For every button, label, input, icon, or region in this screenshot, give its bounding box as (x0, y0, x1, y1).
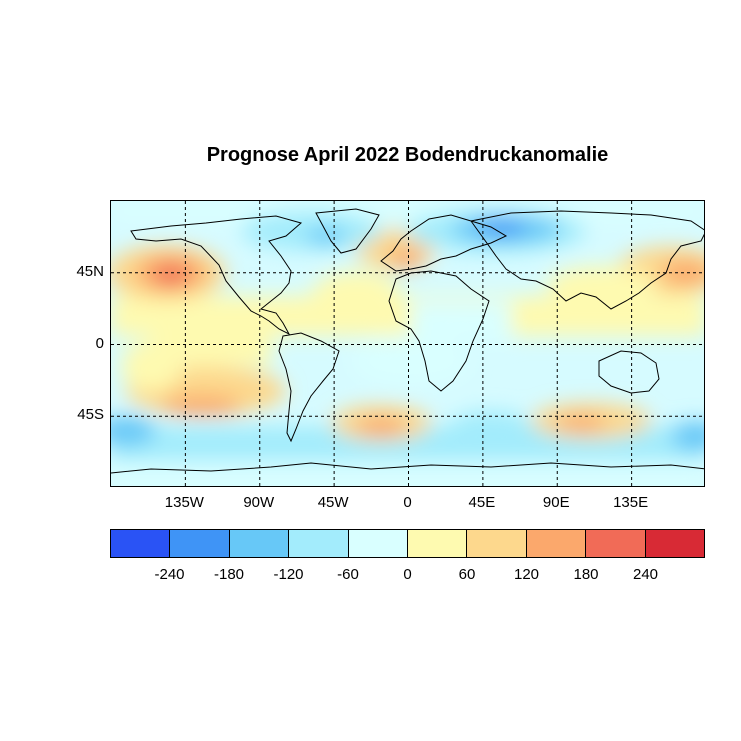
colorbar-swatch (289, 530, 349, 557)
colorbar-swatch (229, 530, 290, 557)
colorbar-label: -120 (273, 566, 304, 583)
lat-tick-label: 0 (95, 334, 104, 352)
lon-tick-label: 45W (317, 494, 349, 511)
colorbar-label: 240 (632, 566, 659, 583)
colorbar-label: -60 (337, 566, 359, 583)
lon-tick-label: 0 (403, 494, 412, 511)
colorbar-label: 60 (458, 566, 476, 583)
colorbar-swatch (348, 530, 409, 557)
south-america-coast (278, 332, 340, 443)
asia-coast (470, 210, 704, 310)
map-plot-area (110, 200, 705, 487)
colorbar-swatch (645, 530, 705, 557)
colorbar (110, 529, 705, 558)
antarctica-coast (111, 462, 704, 474)
australia-coast (598, 350, 660, 394)
colorbar-swatch (586, 530, 646, 557)
colorbar-swatch (170, 530, 230, 557)
colorbar-label: 120 (513, 566, 540, 583)
colorbar-label: 0 (403, 566, 412, 583)
colorbar-label: 180 (573, 566, 599, 583)
lat-tick-label: 45S (77, 406, 104, 424)
anomaly-map (111, 201, 704, 486)
lat-tick-label: 45N (76, 262, 104, 280)
colorbar-swatch (111, 530, 171, 557)
colorbar-label: -180 (213, 566, 245, 583)
greenland-coast (315, 208, 380, 254)
map-title: Prognose April 2022 Bodendruckanomalie (206, 144, 609, 166)
lon-tick-label: 90E (542, 494, 570, 511)
colorbar-swatch (467, 530, 527, 557)
colorbar-swatch (526, 530, 587, 557)
colorbar-swatch (408, 530, 468, 557)
north-america-coast (130, 215, 303, 336)
colorbar-label: -240 (154, 566, 185, 583)
europe-coast (380, 214, 508, 272)
lon-tick-label: 135W (164, 494, 204, 511)
lon-tick-label: 135E (613, 494, 649, 511)
lon-tick-label: 90W (243, 494, 275, 511)
lon-tick-label: 45E (468, 494, 496, 511)
